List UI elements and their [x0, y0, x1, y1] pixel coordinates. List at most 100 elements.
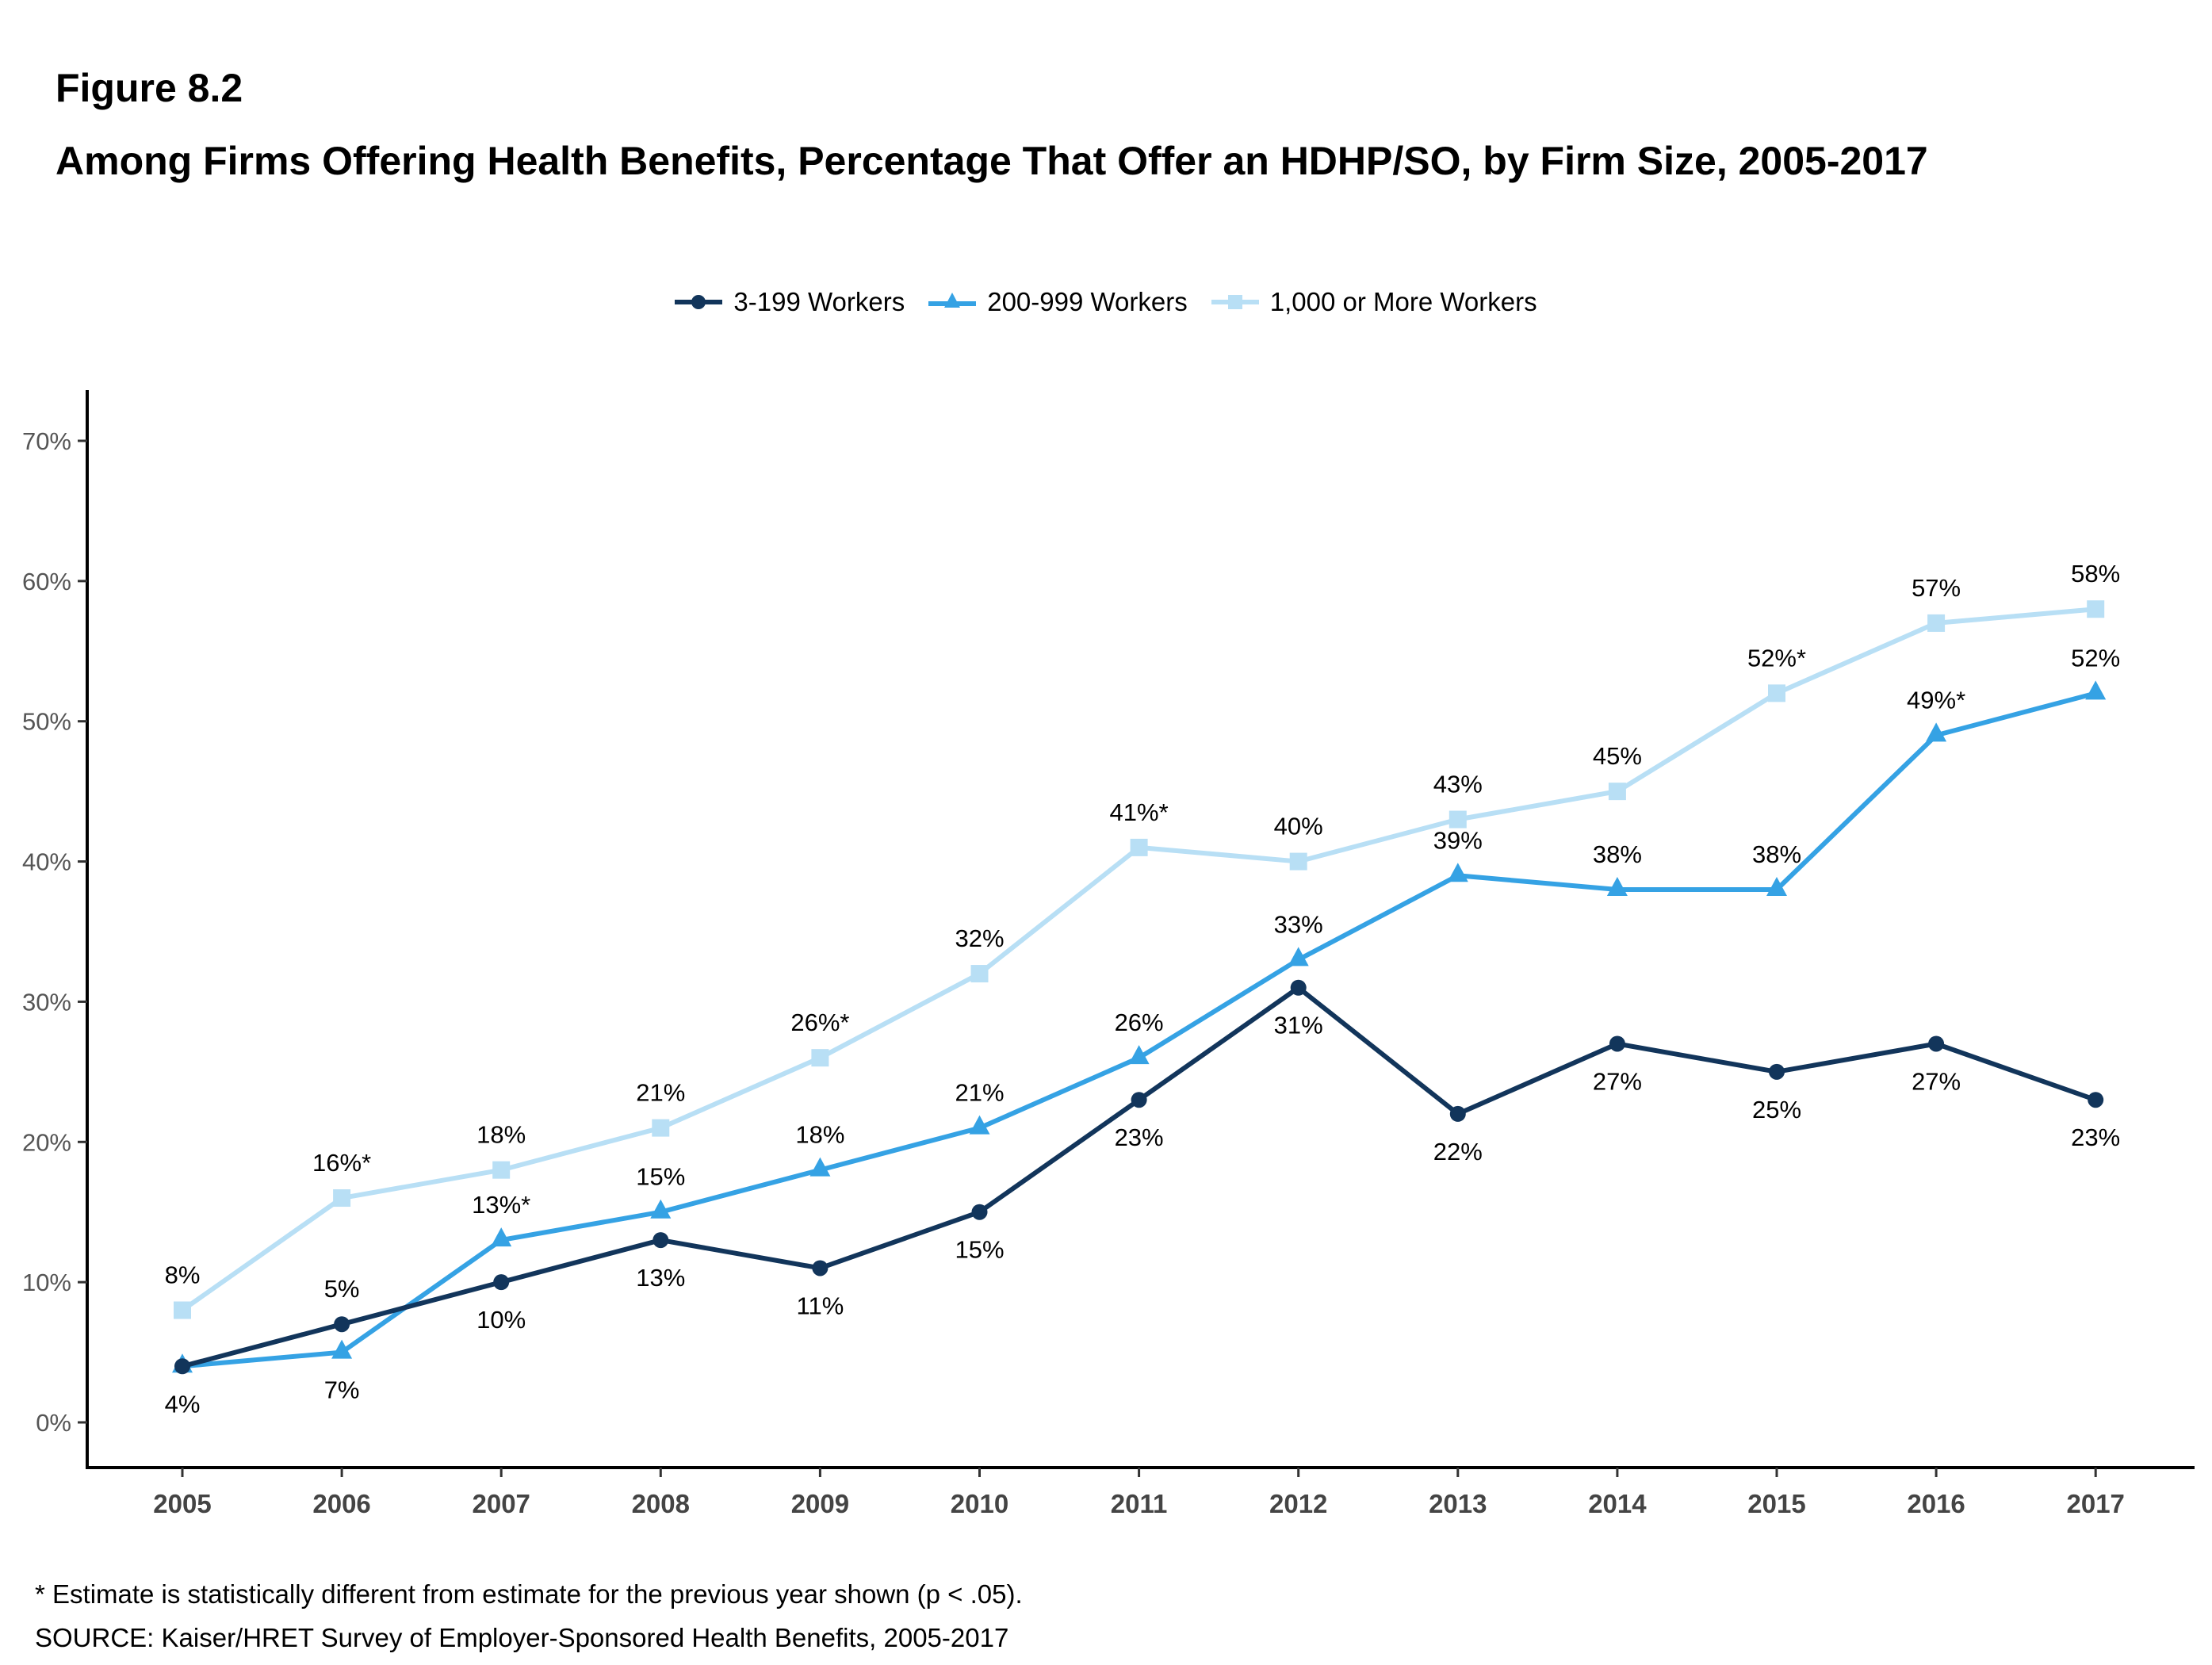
data-label: 49%*	[1907, 686, 1965, 714]
y-tick-label: 30%	[22, 988, 71, 1016]
data-label: 21%	[955, 1079, 1004, 1107]
chart-title: Among Firms Offering Health Benefits, Pe…	[55, 139, 1928, 183]
data-label: 21%	[636, 1079, 685, 1107]
data-label: 43%	[1433, 771, 1483, 798]
data-point-circle	[653, 1232, 669, 1249]
data-point-square	[174, 1301, 191, 1319]
x-tick-label: 2011	[1111, 1489, 1168, 1518]
data-point-square	[1927, 614, 1946, 632]
data-label: 38%	[1593, 840, 1642, 868]
y-tick-label: 40%	[22, 848, 71, 876]
data-label: 32%	[955, 924, 1004, 952]
data-label: 11%	[797, 1292, 844, 1319]
x-tick-label: 2008	[632, 1489, 690, 1518]
data-label: 52%	[2071, 644, 2120, 672]
data-point-square	[1289, 852, 1307, 871]
data-point-circle	[1928, 1035, 1945, 1052]
x-tick-label: 2017	[2066, 1489, 2124, 1518]
data-point-circle	[1609, 1035, 1625, 1052]
data-point-square	[1608, 783, 1626, 801]
data-point-circle	[1131, 1092, 1147, 1108]
data-label: 13%*	[472, 1191, 530, 1219]
x-tick-label: 2006	[312, 1489, 370, 1518]
data-point-triangle	[1288, 947, 1309, 966]
data-label: 31%	[1274, 1012, 1323, 1039]
series-line-2	[181, 607, 2096, 1312]
data-point-square	[652, 1119, 670, 1137]
data-point-triangle	[1926, 722, 1947, 742]
y-tick-label: 10%	[22, 1269, 71, 1296]
y-tick-label: 0%	[36, 1409, 71, 1437]
data-point-circle	[1449, 1105, 1466, 1122]
square-marker-icon	[1211, 295, 1259, 309]
significance-footnote: * Estimate is statistically different fr…	[35, 1579, 1023, 1609]
data-point-triangle	[2085, 680, 2107, 700]
x-tick-label: 2016	[1907, 1489, 1965, 1518]
data-point-triangle	[1128, 1045, 1150, 1065]
data-point-square	[492, 1161, 511, 1179]
data-point-circle	[812, 1260, 829, 1276]
data-label: 5%	[324, 1275, 360, 1303]
legend-item-midsize-firms: 200-999 Workers	[928, 287, 1188, 317]
data-point-triangle	[1606, 876, 1628, 896]
figure-label: Figure 8.2	[55, 66, 243, 110]
data-point-circle	[493, 1274, 510, 1291]
data-point-triangle	[809, 1157, 831, 1177]
legend-label: 3-199 Workers	[733, 287, 905, 316]
x-tick-label: 2010	[951, 1489, 1008, 1518]
data-point-triangle	[331, 1339, 353, 1359]
data-point-circle	[174, 1358, 190, 1375]
x-tick-label: 2013	[1429, 1489, 1487, 1518]
data-label: 4%	[165, 1390, 201, 1418]
data-label: 25%	[1752, 1096, 1801, 1123]
legend-label: 1,000 or More Workers	[1269, 287, 1537, 316]
x-tick-label: 2009	[791, 1489, 849, 1518]
data-label: 16%*	[312, 1149, 371, 1177]
data-label: 27%	[1912, 1067, 1961, 1095]
data-point-square	[333, 1189, 351, 1208]
data-point-square	[1449, 810, 1467, 829]
data-point-square	[2087, 600, 2105, 618]
data-label: 15%	[955, 1236, 1004, 1264]
legend: 3-199 Workers 200-999 Workers 1,000 or M…	[0, 287, 2212, 317]
data-label: 7%	[324, 1376, 360, 1404]
y-tick-label: 70%	[22, 427, 71, 455]
data-label: 10%	[476, 1306, 526, 1334]
data-point-triangle	[1766, 876, 1787, 896]
triangle-marker-icon	[928, 293, 977, 308]
data-point-circle	[1769, 1063, 1785, 1080]
data-point-triangle	[650, 1199, 672, 1219]
data-point-circle	[334, 1316, 350, 1333]
x-tick-label: 2014	[1588, 1489, 1647, 1518]
data-label: 18%	[795, 1121, 844, 1149]
data-label: 33%	[1274, 910, 1323, 938]
data-point-circle	[971, 1204, 988, 1220]
legend-item-small-firms: 3-199 Workers	[675, 287, 905, 317]
data-point-triangle	[1447, 863, 1468, 882]
legend-label: 200-999 Workers	[987, 287, 1188, 316]
y-tick-label: 50%	[22, 708, 71, 736]
x-tick-label: 2012	[1269, 1489, 1327, 1518]
data-point-square	[811, 1049, 829, 1067]
legend-item-large-firms: 1,000 or More Workers	[1211, 287, 1537, 317]
y-tick-label: 60%	[22, 568, 71, 595]
data-label: 15%	[636, 1163, 685, 1191]
data-label: 23%	[2071, 1123, 2120, 1151]
data-point-square	[970, 965, 989, 983]
data-label: 26%	[1115, 1009, 1164, 1036]
data-label: 8%	[165, 1261, 201, 1289]
data-label: 41%*	[1110, 798, 1169, 826]
source-note: SOURCE: Kaiser/HRET Survey of Employer-S…	[35, 1623, 1009, 1652]
data-label: 45%	[1593, 742, 1642, 770]
data-label: 40%	[1274, 813, 1323, 840]
data-label: 57%	[1912, 574, 1961, 602]
data-point-triangle	[491, 1227, 512, 1247]
data-label: 23%	[1115, 1123, 1164, 1151]
data-point-square	[1130, 838, 1148, 856]
data-point-circle	[1290, 979, 1307, 996]
data-label: 26%*	[790, 1009, 849, 1036]
circle-marker-icon	[675, 295, 723, 309]
x-tick-label: 2015	[1747, 1489, 1805, 1518]
data-point-circle	[2088, 1092, 2104, 1108]
